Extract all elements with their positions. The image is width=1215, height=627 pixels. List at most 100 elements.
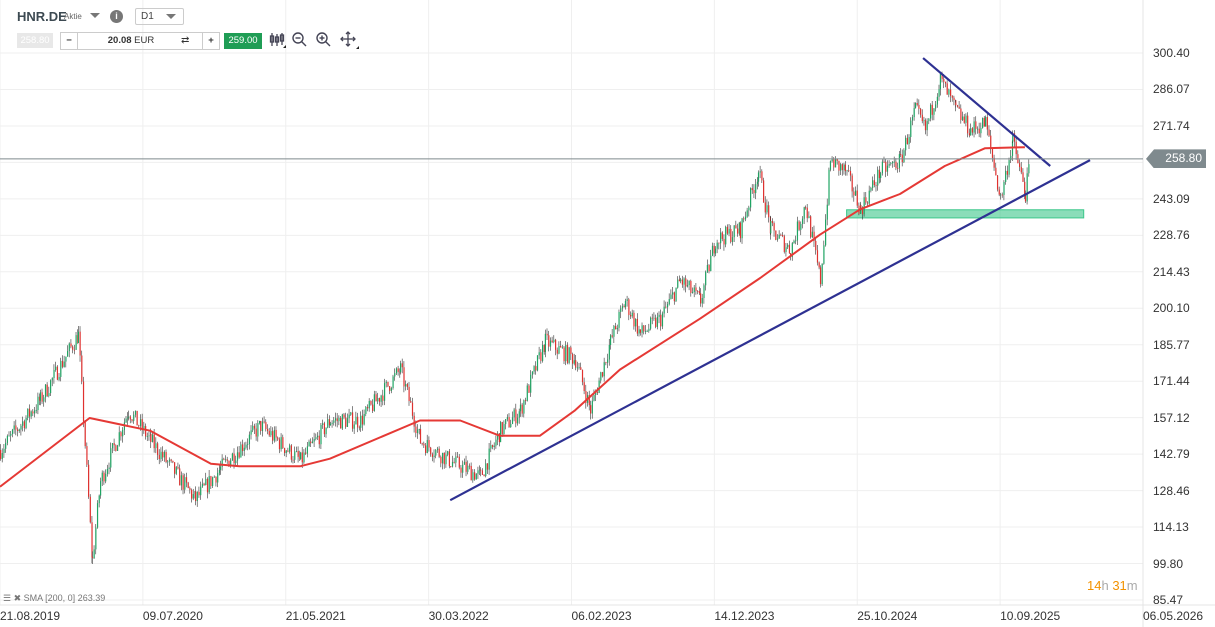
candle-body <box>101 472 103 482</box>
candle-body <box>421 443 423 445</box>
candle-body <box>329 423 332 426</box>
candle-body <box>448 451 451 467</box>
sell-price-button[interactable]: 258.80 <box>17 33 53 48</box>
symbol-dropdown-chevron-icon[interactable] <box>90 13 100 18</box>
price-tick-label: 271.74 <box>1153 118 1190 133</box>
decrease-button[interactable]: − <box>61 33 78 49</box>
candle-body <box>983 117 985 127</box>
candle-body <box>247 444 249 445</box>
candle-body <box>300 452 302 460</box>
candle-body <box>846 170 848 172</box>
candle-body <box>996 175 999 190</box>
candle-body <box>357 416 359 428</box>
candle-body <box>394 373 396 377</box>
indicator-legend: ☰ ✖ SMA [200, 0] 263.39 <box>3 593 105 604</box>
candle-body <box>764 202 766 213</box>
candle-body <box>336 418 338 422</box>
candle-body <box>355 416 357 425</box>
candle-body <box>903 150 905 163</box>
candle-body <box>575 360 577 368</box>
candle-body <box>290 445 292 460</box>
candle-body <box>389 386 391 391</box>
candle-body <box>1001 194 1003 196</box>
candle-body <box>681 279 683 285</box>
candle-body <box>895 161 897 169</box>
candle-body <box>551 340 553 342</box>
info-icon[interactable]: i <box>110 10 123 23</box>
candle-body <box>317 435 319 438</box>
candle-body <box>848 170 850 172</box>
candle-body <box>68 343 70 352</box>
candle-body <box>905 137 907 151</box>
candle-body <box>177 467 179 469</box>
candle-body <box>172 460 174 463</box>
quantity-stepper[interactable]: − 20.08 EUR ⇄ + <box>60 32 220 50</box>
candle-body <box>495 439 497 446</box>
candle-body <box>697 290 699 292</box>
indicator-remove-icon[interactable]: ✖ <box>13 593 22 603</box>
candle-body <box>910 120 912 138</box>
candle-body <box>311 441 314 444</box>
zoom-in-icon[interactable] <box>315 31 333 49</box>
candle-body <box>245 444 247 448</box>
candle-body <box>110 448 112 468</box>
candle-body <box>936 96 938 105</box>
indicator-settings-icon[interactable]: ☰ <box>3 593 12 603</box>
quantity-input[interactable]: 20.08 EUR <box>91 33 171 49</box>
candle-body <box>982 117 984 128</box>
candle-body <box>242 444 244 451</box>
candle-body <box>1011 141 1014 156</box>
candle-body <box>538 352 540 356</box>
candle-body <box>943 78 945 82</box>
candle-body <box>253 425 256 429</box>
candle-body <box>854 190 857 196</box>
candle-body <box>990 135 992 148</box>
candle-body <box>935 104 937 109</box>
candle-body <box>200 486 202 496</box>
candle-body <box>445 454 447 465</box>
candle-body <box>673 292 675 302</box>
swap-icon[interactable]: ⇄ <box>181 35 190 46</box>
timeframe-select[interactable]: D1 <box>135 8 184 25</box>
candle-body <box>15 425 17 430</box>
candle-body <box>120 432 122 437</box>
candle-body <box>603 362 605 377</box>
candle-body <box>618 311 620 328</box>
candle-body <box>185 477 188 483</box>
candle-body <box>447 451 449 455</box>
candle-body <box>82 381 85 422</box>
candle-body <box>51 378 53 381</box>
candle-body <box>872 180 874 188</box>
candle-body <box>677 279 679 288</box>
candle-body <box>768 205 770 218</box>
candle-body <box>250 430 252 435</box>
candle-body <box>468 465 471 467</box>
candle-body <box>219 466 222 470</box>
zoom-out-icon[interactable] <box>291 31 309 49</box>
candle-body <box>129 416 131 420</box>
candle-body <box>433 455 435 457</box>
candle-body <box>866 202 869 204</box>
buy-price-button[interactable]: 259.00 <box>224 33 262 49</box>
candle-body <box>318 435 320 445</box>
candle-body <box>651 317 653 319</box>
candle-body <box>535 366 537 371</box>
increase-button[interactable]: + <box>202 33 219 49</box>
candle-body <box>656 316 659 327</box>
candle-body <box>65 356 67 362</box>
candle-body <box>408 386 410 402</box>
candlestick-type-icon[interactable] <box>268 31 286 49</box>
candle-body <box>525 400 527 402</box>
candle-body <box>252 425 254 431</box>
candle-body <box>1005 170 1007 182</box>
candle-body <box>678 279 681 282</box>
candle-body <box>791 243 793 257</box>
crosshair-move-icon[interactable] <box>340 31 359 50</box>
candle-body <box>174 462 176 474</box>
symbol-name[interactable]: HNR.DE <box>17 9 67 24</box>
candle-body <box>41 392 43 402</box>
candle-body <box>923 120 925 122</box>
candle-body <box>351 412 354 429</box>
candle-body <box>27 408 29 418</box>
